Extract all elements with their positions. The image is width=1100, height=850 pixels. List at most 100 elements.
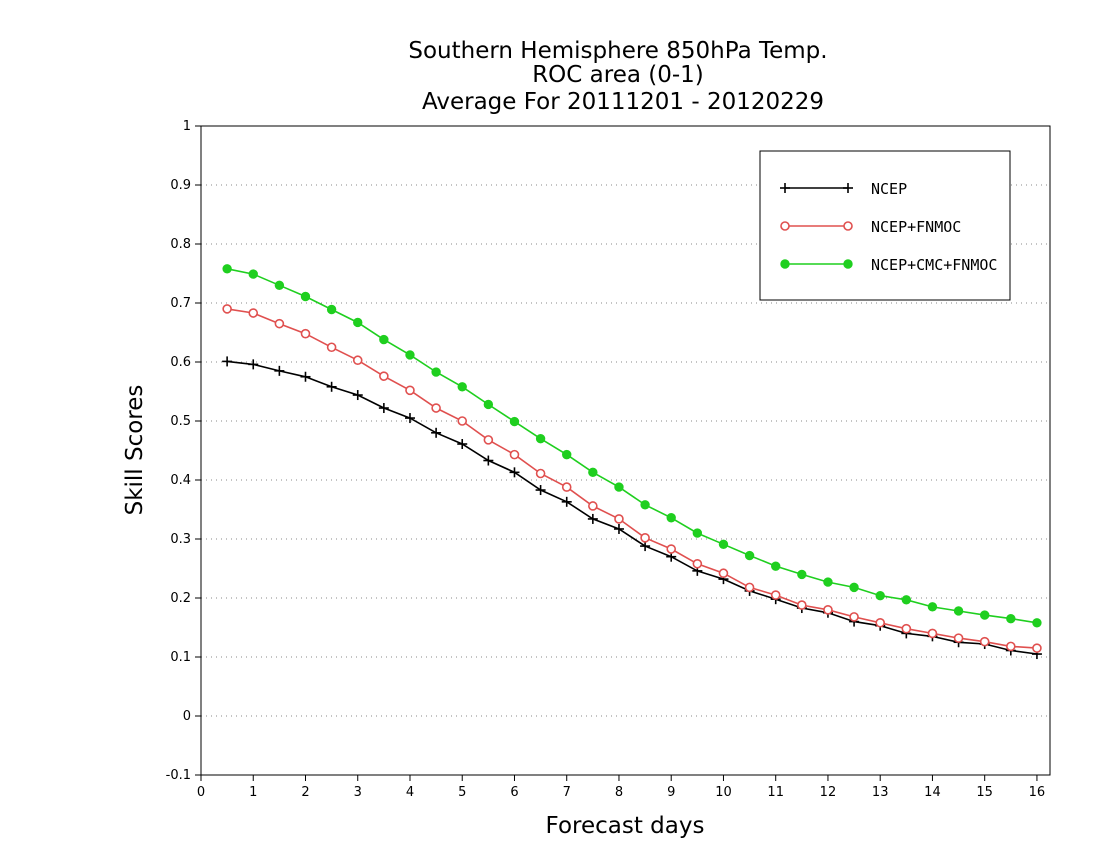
series-2-point — [1006, 613, 1016, 624]
series-1-point — [222, 304, 232, 314]
x-tick-label: 6 — [510, 785, 518, 800]
series-1-point — [431, 403, 441, 413]
series-1-point — [875, 617, 886, 628]
x-axis-label: Forecast days — [546, 813, 705, 839]
series-2-point — [379, 334, 389, 345]
series-2-point — [823, 577, 833, 587]
y-tick-label: 0.9 — [170, 178, 191, 193]
series-2-point — [509, 416, 520, 427]
series-2-point — [979, 610, 990, 620]
series-2-point — [222, 264, 232, 274]
x-tick-label: 14 — [924, 785, 941, 800]
series-2-point — [771, 561, 781, 571]
x-tick-label: 2 — [301, 785, 309, 800]
series-1-point — [718, 568, 729, 579]
chart-title-line-1: Southern Hemisphere 850hPa Temp. — [408, 38, 827, 64]
series-1-point — [640, 533, 650, 543]
series-1-point — [823, 604, 833, 615]
series-2-point — [457, 382, 467, 392]
series-2 — [222, 264, 1042, 628]
y-tick-label: 1 — [183, 119, 191, 134]
series-2-point — [849, 582, 859, 593]
x-tick-label: 4 — [406, 785, 414, 800]
y-tick-label: 0 — [183, 709, 191, 724]
x-tick-label: 0 — [197, 785, 205, 800]
series-1-point — [379, 371, 389, 381]
plot-frame — [200, 125, 1051, 776]
y-axis-ticks: -0.1 0 0.1 0.2 0.3 0.4 0.5 0.6 0.7 0.8 0.9 1 — [166, 119, 201, 783]
series-1-point — [352, 355, 363, 366]
series-1-point — [483, 435, 494, 445]
series-1-point — [614, 514, 624, 524]
series-legend-2-point — [843, 259, 853, 269]
series-legend-1-point — [780, 221, 790, 231]
x-tick-label: 3 — [354, 785, 362, 800]
series-1-point — [666, 544, 677, 554]
chart-title-line-3: Average For 20111201 - 20120229 — [422, 89, 824, 115]
series-1-line — [226, 308, 1037, 649]
x-tick-label: 11 — [767, 785, 784, 800]
y-tick-label: 0.3 — [170, 532, 191, 547]
series-1-point — [953, 633, 964, 643]
series-2-point — [797, 569, 807, 580]
series-1-point — [979, 636, 990, 647]
series-2-point — [562, 449, 572, 460]
legend-label: NCEP — [871, 180, 907, 198]
series-1-point — [744, 582, 755, 593]
legend-label: NCEP+FNMOC — [871, 218, 961, 236]
series-1-point — [1006, 641, 1016, 652]
series-2-point — [483, 399, 494, 410]
y-tick-label: 0.6 — [170, 355, 191, 370]
series-1-point — [300, 328, 311, 339]
series-1-point — [561, 482, 572, 492]
x-axis-ticks: 0 1 2 3 4 5 6 7 8 9 10 11 12 13 14 15 16 — [197, 775, 1045, 800]
series-2-point — [431, 367, 441, 377]
series-2-point — [718, 539, 729, 550]
series-1-point — [1032, 643, 1042, 653]
series-2-point — [744, 550, 755, 561]
series-1-point — [692, 558, 703, 569]
y-tick-label: 0.1 — [170, 650, 191, 665]
series-2-point — [1032, 618, 1042, 628]
y-tick-label: -0.1 — [166, 768, 191, 783]
y-tick-label: 0.8 — [170, 237, 191, 252]
series-1-point — [405, 385, 415, 396]
x-tick-label: 16 — [1029, 785, 1046, 800]
x-tick-label: 7 — [563, 785, 571, 800]
series-layer — [222, 264, 1042, 660]
series-1-point — [274, 318, 285, 329]
legend-item-0: NCEP — [780, 180, 907, 198]
legend-item-2: NCEP+CMC+FNMOC — [780, 256, 997, 274]
series-1-point — [927, 628, 938, 639]
x-tick-label: 10 — [715, 785, 732, 800]
series-2-point — [248, 269, 258, 279]
series-1-point — [849, 612, 859, 622]
series-1-point — [901, 623, 912, 634]
y-tick-label: 0.2 — [170, 591, 191, 606]
series-2-point — [666, 513, 676, 523]
series-1-point — [248, 308, 259, 318]
series-1-point — [509, 449, 520, 460]
series-2-point — [326, 304, 337, 315]
x-tick-label: 5 — [458, 785, 466, 800]
series-2-line — [226, 268, 1038, 624]
series-2-point — [875, 590, 885, 601]
series-1-point — [535, 468, 546, 479]
y-axis-label: Skill Scores — [122, 385, 148, 516]
legend-label: NCEP+CMC+FNMOC — [871, 256, 997, 274]
x-tick-label: 8 — [615, 785, 623, 800]
series-2-point — [353, 317, 363, 328]
chart-title: Southern Hemisphere 850hPa Temp. ROC are… — [408, 38, 827, 115]
legend: NCEP NCEP+FNMOC NCEP+CMC+FNMOC — [759, 150, 1011, 301]
series-1-point — [770, 590, 781, 600]
y-tick-label: 0.5 — [170, 414, 191, 429]
series-1-point — [457, 416, 468, 426]
y-tick-label: 0.4 — [170, 473, 191, 488]
series-2-point — [953, 606, 964, 616]
series-2-point — [588, 467, 598, 478]
series-1-point — [326, 342, 337, 353]
x-tick-label: 13 — [872, 785, 889, 800]
series-legend-1-point — [843, 221, 853, 231]
